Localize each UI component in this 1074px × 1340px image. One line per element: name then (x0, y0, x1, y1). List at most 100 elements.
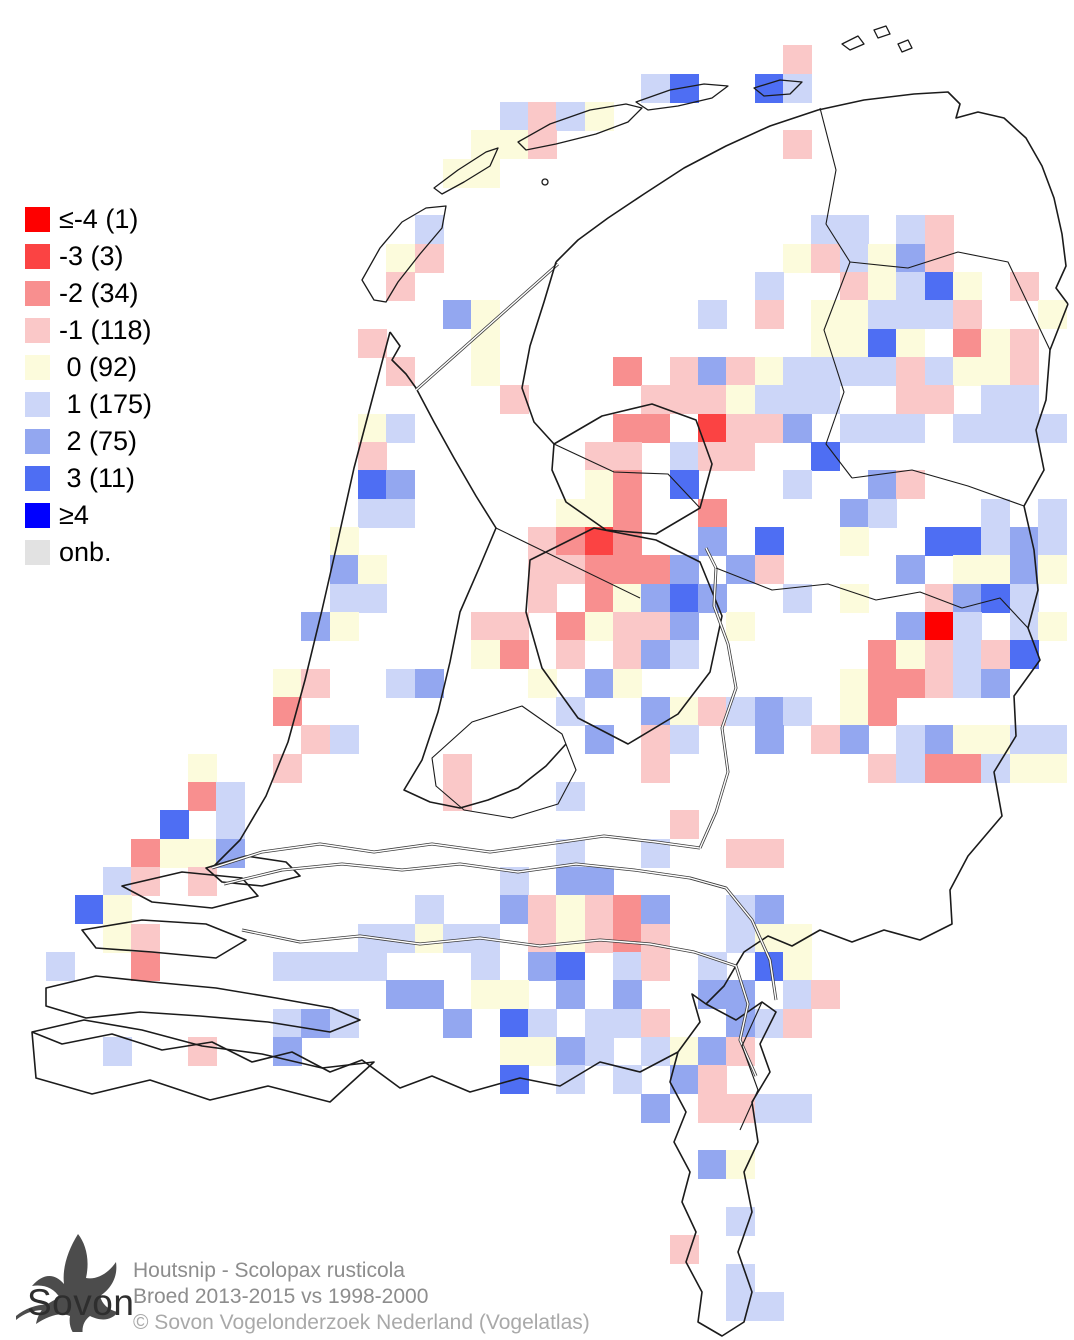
grid-cell (301, 1008, 331, 1038)
grid-cell (188, 781, 217, 811)
grid-cell (697, 385, 727, 415)
grid-cell (754, 526, 784, 556)
grid-cell (188, 838, 217, 868)
grid-cell (527, 895, 557, 925)
sovon-logo (16, 1234, 118, 1332)
grid-cell (386, 357, 416, 386)
grid-cell (273, 1036, 302, 1066)
grid-cell (471, 611, 501, 641)
grid-cell (896, 640, 926, 670)
grid-cell (329, 1008, 359, 1038)
grid-cell (1009, 611, 1039, 641)
grid-cell (527, 555, 557, 585)
grid-cell (1037, 611, 1067, 641)
legend-swatch (25, 429, 50, 454)
grid-cell (273, 1008, 302, 1038)
legend-swatch (25, 244, 50, 269)
grid-cell (1009, 328, 1039, 358)
grid-cell (924, 640, 954, 670)
grid-cell (697, 951, 727, 981)
grid-cell (839, 696, 869, 726)
grid-cell (273, 753, 302, 783)
grid-cell (1009, 526, 1039, 556)
grid-cell (414, 215, 444, 245)
grid-cell (358, 470, 387, 500)
grid-cell (952, 668, 982, 698)
grid-cell (612, 441, 642, 471)
grid-cell (981, 385, 1011, 415)
grid-cell (726, 895, 756, 925)
grid-cell (641, 73, 671, 103)
grid-cell (669, 357, 699, 386)
grid-cell (754, 1093, 784, 1123)
grid-cell (641, 611, 671, 641)
grid-cell (726, 1008, 756, 1038)
grid-cell (924, 300, 954, 330)
grid-cell (726, 923, 756, 953)
grid-cell (471, 357, 501, 386)
grid-cell (811, 980, 841, 1010)
grid-cell (499, 1036, 529, 1066)
grid-cell (612, 555, 642, 585)
grid-cell (612, 668, 642, 698)
grid-cell (1037, 413, 1067, 443)
grid-cell (612, 357, 642, 386)
grid-cell (414, 895, 444, 925)
grid-cell (527, 1008, 557, 1038)
grid-cell (556, 696, 586, 726)
grid-cell (386, 980, 416, 1010)
legend-swatch (25, 355, 50, 380)
grid-cell (754, 725, 784, 755)
legend-label: 1 (175) (59, 389, 153, 419)
grid-cell (697, 526, 727, 556)
grid-cell (301, 668, 331, 698)
grid-cell (471, 158, 501, 188)
grid-cell (1009, 725, 1039, 755)
grid-cell (726, 1036, 756, 1066)
grid-cell (754, 1008, 784, 1038)
grid-cell (159, 810, 189, 840)
grid-cell (584, 725, 614, 755)
grid-cell (46, 951, 76, 981)
grid-cell (754, 555, 784, 585)
grid-cell (103, 895, 132, 925)
legend-label: 3 (11) (59, 463, 136, 493)
grid-cell (442, 753, 472, 783)
grid-cell (867, 413, 897, 443)
grid-cell (669, 441, 699, 471)
grid-cell (527, 102, 557, 131)
grid-cell (103, 923, 132, 953)
grid-cell (754, 951, 784, 981)
grid-cell (188, 753, 217, 783)
grid-cell (641, 640, 671, 670)
grid-cell (556, 895, 586, 925)
grid-cell (612, 923, 642, 953)
grid-cell (697, 1036, 727, 1066)
grid-cell (358, 441, 387, 471)
grid-cell (273, 696, 302, 726)
grid-cell (584, 470, 614, 500)
legend-item: 0 (92) (25, 353, 152, 382)
grid-cell (612, 470, 642, 500)
grid-cell (839, 272, 869, 301)
grid-cell (1009, 272, 1039, 301)
grid-cell (386, 272, 416, 301)
grid-cell (414, 243, 444, 273)
grid-cell (924, 357, 954, 386)
grid-cell (754, 895, 784, 925)
grid-cell (697, 413, 727, 443)
grid-cell (754, 272, 784, 301)
legend-swatch (25, 281, 50, 306)
grid-cell (329, 526, 359, 556)
grid-cell (584, 1008, 614, 1038)
legend-item: 1 (175) (25, 390, 152, 419)
grid-cell (839, 357, 869, 386)
grid-cell (924, 753, 954, 783)
grid-cell (867, 328, 897, 358)
grid-cell (782, 583, 812, 613)
grid-cell (782, 951, 812, 981)
grid-cell (358, 923, 387, 953)
grid-cell (896, 413, 926, 443)
grid-cell (981, 640, 1011, 670)
grid-cell (981, 526, 1011, 556)
